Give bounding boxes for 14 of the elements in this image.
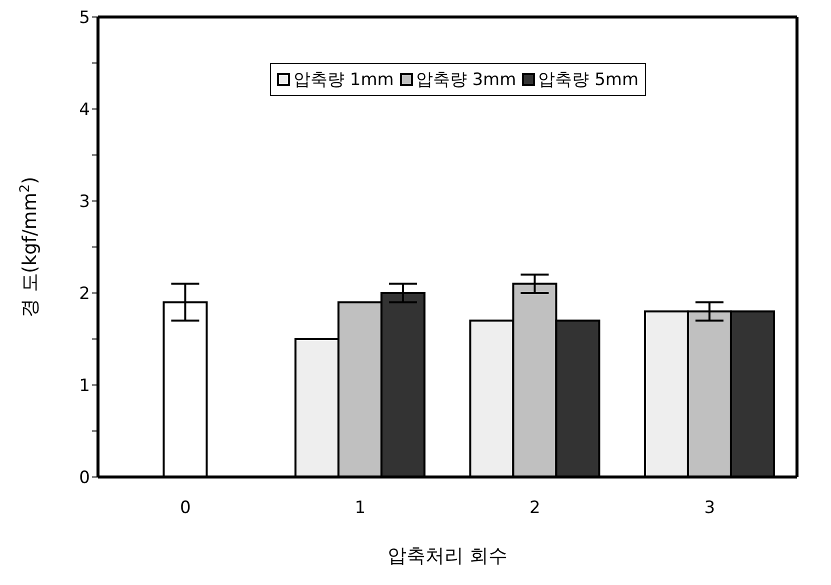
x-tick-label: 2 xyxy=(529,498,540,518)
x-axis-title: 압축처리 회수 xyxy=(387,545,508,567)
y-tick-label: 5 xyxy=(79,8,90,28)
y-tick-label: 3 xyxy=(79,192,90,212)
y-tick-label: 2 xyxy=(79,284,90,304)
legend-label: 압축량 1mm xyxy=(293,69,394,91)
legend-label: 압축량 3mm xyxy=(416,69,516,91)
x-tick-label: 3 xyxy=(704,498,716,518)
x-tick-label: 1 xyxy=(354,498,366,518)
y-tick-label: 1 xyxy=(79,376,90,396)
y-tick-label: 4 xyxy=(79,100,90,120)
y-tick-label: 0 xyxy=(79,468,90,488)
legend-label: 압축량 5mm xyxy=(538,69,639,91)
x-tick-label: 0 xyxy=(180,498,191,518)
